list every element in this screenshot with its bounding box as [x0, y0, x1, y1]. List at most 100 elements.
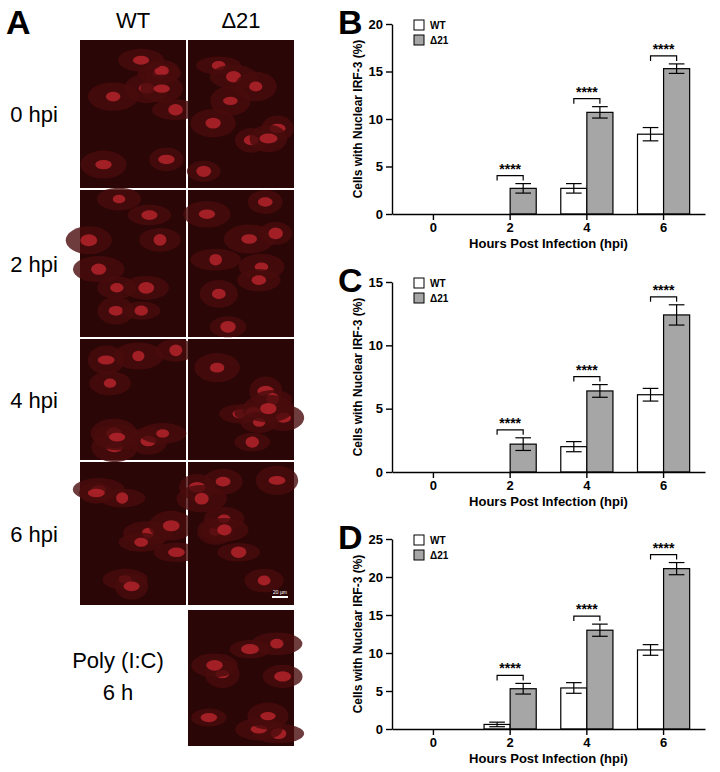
tick-label: 10	[369, 646, 383, 661]
x-tick: 0	[430, 472, 437, 493]
error-stem	[497, 722, 498, 727]
cell-body	[263, 665, 303, 688]
cell-body	[191, 708, 226, 726]
nucleus	[141, 210, 157, 220]
nucleus	[169, 345, 182, 357]
nucleus	[168, 548, 185, 557]
error-cap	[643, 655, 659, 656]
error-cap	[643, 388, 659, 389]
tick-mark	[386, 472, 392, 473]
column-label: WT	[116, 8, 150, 33]
significance-label: ****	[499, 415, 521, 431]
micrograph	[80, 339, 196, 462]
y-axis-title: Cells with Nuclear IRF-3 (%)	[351, 298, 365, 457]
tick-label: 6	[660, 220, 667, 235]
error-cap	[669, 63, 685, 64]
x-tick: 4	[583, 214, 591, 235]
tick-mark	[663, 214, 664, 220]
cell-body	[200, 280, 238, 308]
nucleus	[199, 209, 215, 218]
cell-body	[97, 188, 141, 211]
error-stem	[650, 128, 651, 141]
error-stem	[523, 683, 524, 694]
nucleus	[269, 476, 286, 485]
error-stem	[599, 107, 600, 118]
legend-swatch	[414, 293, 424, 303]
cell-body	[190, 109, 235, 137]
plot-area	[484, 563, 690, 729]
tick-mark	[509, 214, 510, 220]
cell-body	[187, 161, 221, 182]
y-tick: 0	[376, 722, 392, 737]
tick-mark	[433, 729, 434, 735]
plot-area	[510, 305, 690, 472]
legend-label: Δ21	[430, 35, 449, 46]
nucleus	[134, 538, 148, 547]
cell-body	[247, 703, 288, 730]
y-tick: 0	[376, 207, 392, 222]
error-cap	[643, 644, 659, 645]
error-cap	[643, 400, 659, 401]
bar-chart: D05101520250246Hours Post Infection (hpi…	[338, 518, 706, 766]
micrograph	[183, 190, 294, 337]
tick-mark	[386, 653, 392, 654]
nucleus	[138, 282, 154, 294]
cell-body	[243, 395, 295, 423]
tick-label: 2	[507, 220, 514, 235]
cell-body	[79, 482, 113, 503]
image-background	[188, 190, 294, 337]
bar	[510, 689, 536, 729]
tick-label: 0	[430, 735, 437, 750]
error-bar	[515, 683, 531, 694]
error-bar	[566, 442, 582, 452]
error-stem	[523, 184, 524, 194]
nucleus	[209, 254, 222, 266]
cell-body	[248, 190, 283, 214]
tick-mark	[509, 729, 510, 735]
nucleus	[260, 712, 275, 720]
nucleus	[158, 155, 174, 164]
tick-mark	[386, 119, 392, 120]
error-bar	[515, 184, 531, 194]
tick-label: 4	[583, 735, 591, 750]
error-cap	[566, 682, 582, 683]
tick-mark	[386, 729, 392, 730]
nucleus	[113, 195, 126, 204]
cell-body	[73, 256, 124, 282]
error-cap	[592, 397, 608, 398]
legend-swatch	[414, 35, 424, 45]
legend: WTΔ21	[414, 278, 449, 304]
axis-line	[392, 283, 393, 473]
bar-chart: C0510150246Hours Post Infection (hpi)Cel…	[338, 261, 706, 509]
nucleus	[206, 660, 222, 671]
bar	[664, 69, 690, 214]
row-label: 6 hpi	[10, 522, 58, 547]
x-axis-title: Hours Post Infection (hpi)	[469, 751, 628, 766]
cell-body	[203, 469, 242, 495]
y-axis-title: Cells with Nuclear IRF-3 (%)	[351, 555, 365, 714]
error-cap	[515, 693, 531, 694]
tick-mark	[386, 691, 392, 692]
image-background	[188, 40, 294, 188]
tick-mark	[386, 214, 392, 215]
significance-label: ****	[576, 362, 598, 378]
panel-label: B	[338, 3, 363, 41]
tick-label: 2	[507, 735, 514, 750]
error-cap	[592, 384, 608, 385]
cell-body	[119, 533, 164, 552]
axis-line	[393, 472, 706, 473]
cell-body	[235, 72, 277, 101]
error-cap	[643, 140, 659, 141]
nucleus	[133, 56, 149, 65]
x-tick: 2	[507, 214, 514, 235]
error-bar	[515, 438, 531, 451]
tick-label: 6	[660, 735, 667, 750]
nucleus	[268, 228, 282, 240]
x-tick: 0	[430, 214, 437, 235]
error-cap	[515, 183, 531, 184]
error-stem	[676, 563, 677, 575]
error-stem	[573, 683, 574, 694]
tick-label: 0	[376, 465, 383, 480]
bar	[637, 650, 663, 729]
cell-body	[194, 353, 239, 382]
